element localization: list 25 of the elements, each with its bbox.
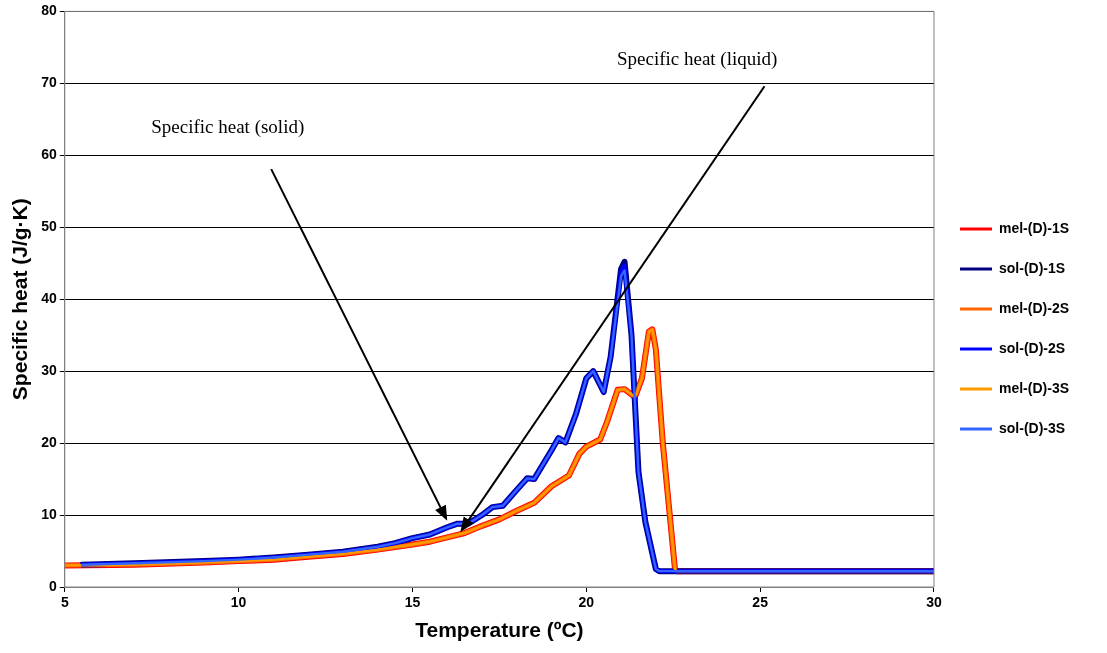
y-tick-label: 50 <box>41 218 57 235</box>
x-tick-label: 30 <box>926 594 942 611</box>
x-tick-label: 20 <box>578 594 595 611</box>
legend-label: sol-(D)-3S <box>998 419 1066 436</box>
x-tick-label: 25 <box>752 594 769 611</box>
annotation: Specific heat (solid) <box>151 116 305 138</box>
legend-label: mel-(D)-2S <box>998 299 1070 316</box>
legend-label: mel-(D)-3S <box>998 379 1070 396</box>
legend-label: sol-(D)-2S <box>998 339 1066 356</box>
x-tick-label: 10 <box>230 594 247 611</box>
legend-label: sol-(D)-1S <box>998 259 1066 276</box>
y-tick-label: 0 <box>48 577 57 594</box>
y-tick-label: 70 <box>41 74 57 91</box>
x-tick-label: 15 <box>404 594 421 611</box>
x-tick-label: 5 <box>60 594 69 611</box>
y-axis-title: Specific heat (J/g·K) <box>8 198 32 401</box>
legend-label: mel-(D)-1S <box>998 219 1070 236</box>
y-tick-label: 60 <box>41 146 57 163</box>
y-tick-label: 30 <box>41 362 57 379</box>
y-tick-label: 40 <box>41 290 57 307</box>
y-tick-label: 80 <box>41 2 57 19</box>
y-tick-label: 20 <box>41 433 57 450</box>
x-axis-title: Temperature (ºC) <box>415 618 584 642</box>
y-tick-label: 10 <box>41 505 57 522</box>
annotation: Specific heat (liquid) <box>616 47 778 70</box>
